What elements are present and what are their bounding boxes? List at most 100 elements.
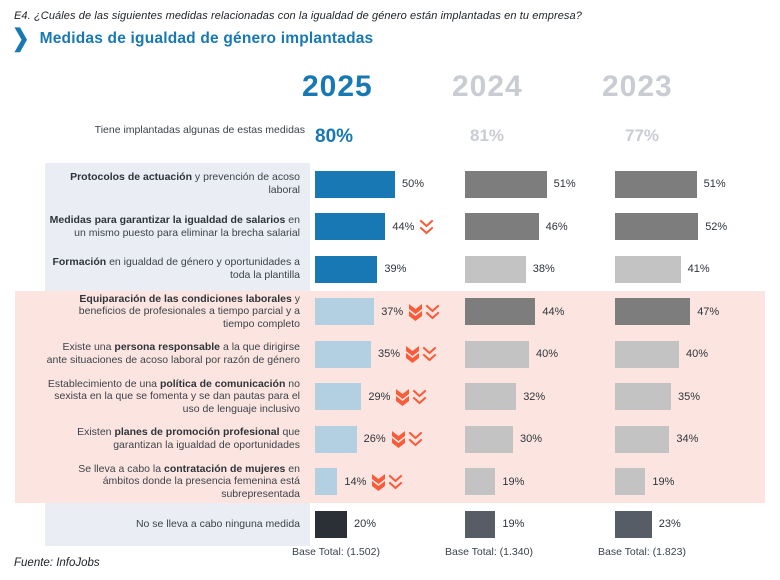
trend-icons bbox=[408, 303, 440, 321]
cell-2024: 51% bbox=[460, 163, 610, 206]
cell-2024: 19% bbox=[460, 503, 610, 546]
trend-down-outline-icon bbox=[425, 304, 440, 320]
bar-2024 bbox=[465, 255, 526, 283]
cell-2025: 14% bbox=[310, 461, 460, 504]
measure-row: Medidas para garantizar la igualdad de s… bbox=[15, 205, 765, 249]
cell-2023: 34% bbox=[610, 418, 760, 461]
cell-2023: 41% bbox=[610, 248, 760, 291]
bar-value-2023: 51% bbox=[703, 178, 726, 191]
trend-down-solid-icon bbox=[409, 303, 423, 321]
bar-2023 bbox=[615, 383, 671, 411]
bar-2023 bbox=[615, 468, 646, 496]
cell-2024: 19% bbox=[460, 461, 610, 504]
cell-2024: 44% bbox=[460, 291, 610, 334]
bar-2024 bbox=[465, 510, 496, 538]
measures-table: Protocolos de actuación y prevención de … bbox=[15, 163, 765, 546]
cell-2024: 46% bbox=[460, 206, 610, 249]
cell-2023: 51% bbox=[610, 163, 760, 206]
measure-row: Existen planes de promoción profesional … bbox=[15, 418, 765, 461]
bar-value-2024: 44% bbox=[542, 305, 565, 318]
measure-row: Formación en igualdad de género y oportu… bbox=[15, 248, 765, 291]
measure-label: Protocolos de actuación y prevención de … bbox=[45, 163, 310, 206]
trend-down-outline-icon bbox=[408, 431, 423, 447]
cell-2024: 32% bbox=[460, 376, 610, 419]
bar-2023 bbox=[615, 213, 699, 241]
bar-value-2025: 26% bbox=[363, 433, 386, 446]
cell-2024: 40% bbox=[460, 333, 610, 376]
bar-2023 bbox=[615, 170, 697, 198]
measure-label: No se lleva a cabo ninguna medida bbox=[45, 503, 310, 546]
bar-value-2023: 41% bbox=[687, 263, 710, 276]
measure-row: No se lleva a cabo ninguna medida 20% 19… bbox=[15, 503, 765, 546]
bar-value-2023: 47% bbox=[697, 305, 720, 318]
summary-value-2023: 77% bbox=[625, 126, 660, 145]
bar-value-2024: 38% bbox=[532, 263, 555, 276]
source-note: Fuente: InfoJobs bbox=[14, 557, 100, 569]
bar-value-2025: 39% bbox=[384, 263, 407, 276]
base-total-2024: Base Total: (1.340) bbox=[445, 546, 533, 558]
bar-2025 bbox=[315, 383, 362, 411]
bar-2024 bbox=[465, 170, 547, 198]
bar-value-2025: 37% bbox=[381, 305, 404, 318]
trend-down-solid-icon bbox=[391, 431, 405, 449]
measure-row: Establecimiento de una política de comun… bbox=[15, 375, 765, 419]
summary-values: 80% 81% 77% bbox=[310, 126, 775, 148]
bar-value-2025: 44% bbox=[392, 220, 415, 233]
measure-label: Equiparación de las condiciones laborale… bbox=[78, 292, 300, 331]
bar-2023 bbox=[615, 510, 652, 538]
bar-2025 bbox=[315, 468, 338, 496]
bar-2023 bbox=[615, 425, 670, 453]
cell-2023: 40% bbox=[610, 333, 760, 376]
bar-2023 bbox=[615, 298, 691, 326]
cell-2023: 23% bbox=[610, 503, 760, 546]
bar-2024 bbox=[465, 340, 529, 368]
trend-icons bbox=[419, 218, 434, 236]
bar-value-2023: 19% bbox=[652, 475, 675, 488]
year-headers: 2025 2024 2023 bbox=[302, 70, 752, 104]
bar-value-2023: 34% bbox=[676, 433, 699, 446]
trend-down-solid-icon bbox=[406, 346, 420, 364]
bar-value-2024: 30% bbox=[520, 433, 543, 446]
bar-2025 bbox=[315, 255, 378, 283]
bar-value-2024: 19% bbox=[502, 518, 525, 531]
cell-2023: 19% bbox=[610, 461, 760, 504]
bar-2024 bbox=[465, 468, 496, 496]
trend-icons bbox=[395, 388, 427, 406]
bar-value-2024: 40% bbox=[536, 348, 559, 361]
bar-2024 bbox=[465, 383, 517, 411]
cell-2025: 35% bbox=[310, 333, 460, 376]
measure-label: Existen planes de promoción profesional … bbox=[77, 426, 300, 452]
bar-value-2025: 14% bbox=[344, 475, 367, 488]
year-header-2023: 2023 bbox=[602, 70, 673, 103]
bar-2025 bbox=[315, 298, 375, 326]
trend-down-outline-icon bbox=[422, 346, 437, 362]
measure-row: Se lleva a cabo la contratación de mujer… bbox=[15, 460, 765, 504]
bar-2025 bbox=[315, 213, 386, 241]
bar-value-2023: 23% bbox=[658, 518, 681, 531]
cell-2023: 52% bbox=[610, 206, 760, 249]
bar-2025 bbox=[315, 170, 395, 198]
page-title: Medidas de igualdad de género implantada… bbox=[39, 29, 374, 47]
cell-2025: 29% bbox=[310, 376, 460, 419]
trend-icons bbox=[371, 473, 403, 491]
bar-2024 bbox=[465, 213, 539, 241]
summary-value-2025: 80% bbox=[315, 126, 354, 147]
measure-row: Protocolos de actuación y prevención de … bbox=[15, 163, 765, 206]
cell-2023: 35% bbox=[610, 376, 760, 419]
bar-2025 bbox=[315, 425, 357, 453]
cell-2025: 50% bbox=[310, 163, 460, 206]
bar-value-2025: 20% bbox=[354, 518, 377, 531]
bar-value-2023: 40% bbox=[686, 348, 709, 361]
bar-value-2024: 19% bbox=[502, 475, 525, 488]
trend-icons bbox=[405, 345, 437, 364]
trend-icons bbox=[391, 430, 423, 449]
bar-2025 bbox=[315, 340, 371, 368]
summary-label: Tiene implantadas algunas de estas medid… bbox=[94, 124, 305, 136]
cell-2025: 39% bbox=[310, 248, 460, 291]
survey-question: E4. ¿Cuáles de las siguientes medidas re… bbox=[14, 10, 582, 22]
bar-value-2025: 35% bbox=[378, 348, 401, 361]
trend-down-solid-icon bbox=[372, 473, 386, 491]
measure-label: Se lleva a cabo la contratación de mujer… bbox=[78, 462, 300, 501]
cell-2025: 44% bbox=[310, 206, 460, 249]
